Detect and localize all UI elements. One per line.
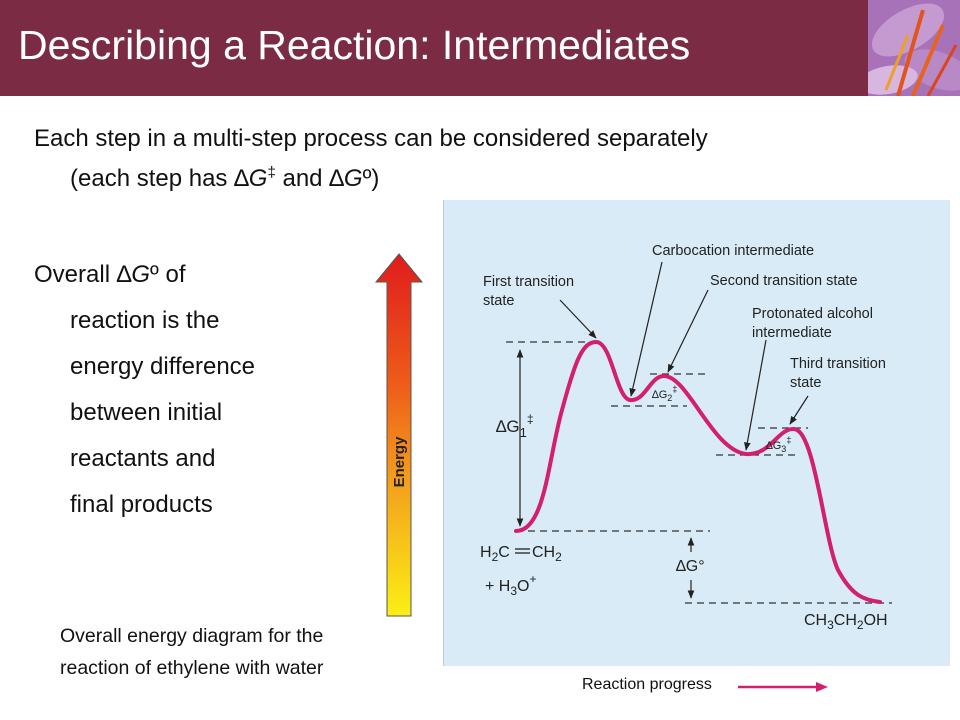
bullet2-line: reaction is the [70,307,220,334]
caption-line2: reaction of ethylene with water [60,657,324,679]
bullet2-prefix: Overall [34,261,117,288]
label-second-ts: Second transition state [710,273,858,289]
reactant-ethylene: H2C [480,544,510,564]
dg3-label: ∆G3‡ [766,435,791,454]
bullet1-prefix: (each step has [70,165,235,192]
g-symbol: G [343,165,363,192]
dagger-symbol: ‡ [267,164,276,181]
bullet2-line1: Overall ∆Gº of [34,261,186,288]
caption-line1: Overall energy diagram for the [60,625,324,647]
bullet1-line1: Each step in a multi-step process can be… [34,125,708,152]
g-symbol: G [248,165,268,192]
figure-caption: Overall energy diagram for the reaction … [60,620,432,684]
x-axis-label: Reaction progress [582,676,712,693]
bullet2-line: energy difference [70,353,256,380]
delta-symbol: ∆ [329,165,344,192]
bullet1-and: and [275,165,330,192]
energy-label: Energy [391,436,408,488]
diagram-panel [443,200,950,666]
label-protonated-2: intermediate [752,325,832,341]
label-protonated: Protonated alcohol [752,306,873,322]
bullet2-line: final products [70,491,213,518]
reaction-curve [514,339,882,604]
bullet2-line: between initial [70,399,223,426]
flower-image [868,0,960,96]
slide-title: Describing a Reaction: Intermediates [18,22,691,68]
pointer-third-ts [789,395,809,425]
energy-arrow: Energy [374,253,424,617]
delta-symbol: ∆ [116,261,132,288]
degree-symbol: º [362,165,372,192]
bullet-overall-dg: Overall ∆Gº of reaction is the energy di… [34,252,255,528]
pointer-second-ts [667,289,709,373]
dgo-label: ∆G° [676,558,705,575]
label-third-ts-2: state [790,375,821,391]
reactant-ch2: CH2 [532,544,562,564]
pointer-protonated [744,339,767,451]
product-ethanol: CH3CH2OH [804,612,888,632]
label-first-ts-2: state [483,293,514,309]
dg1-label: ∆G1‡ [496,412,534,440]
bullet1-line2: (each step has ∆G‡ and ∆Gº) [34,156,934,196]
x-axis-arrow [738,682,828,692]
title-bar: Describing a Reaction: Intermediates [0,0,960,96]
energy-diagram: First transition state Carbocation inter… [480,243,892,632]
degree-symbol: º [150,261,159,288]
label-first-ts: First transition [483,274,574,290]
g-symbol: G [131,261,151,288]
label-carbocation: Carbocation intermediate [652,243,814,259]
dg2-label: ∆G2‡ [652,384,677,403]
bullet1-close: ) [371,165,380,192]
pointer-carbocation [629,261,663,397]
bullet2-suffix: of [158,261,186,288]
label-third-ts: Third transition [790,356,886,372]
reactant-hydronium: + H3O+ [485,572,537,598]
pointer-first-ts [559,299,597,339]
bullet-step-separately: Each step in a multi-step process can be… [34,122,934,196]
delta-symbol: ∆ [234,165,249,192]
bullet2-line: reactants and [70,445,216,472]
